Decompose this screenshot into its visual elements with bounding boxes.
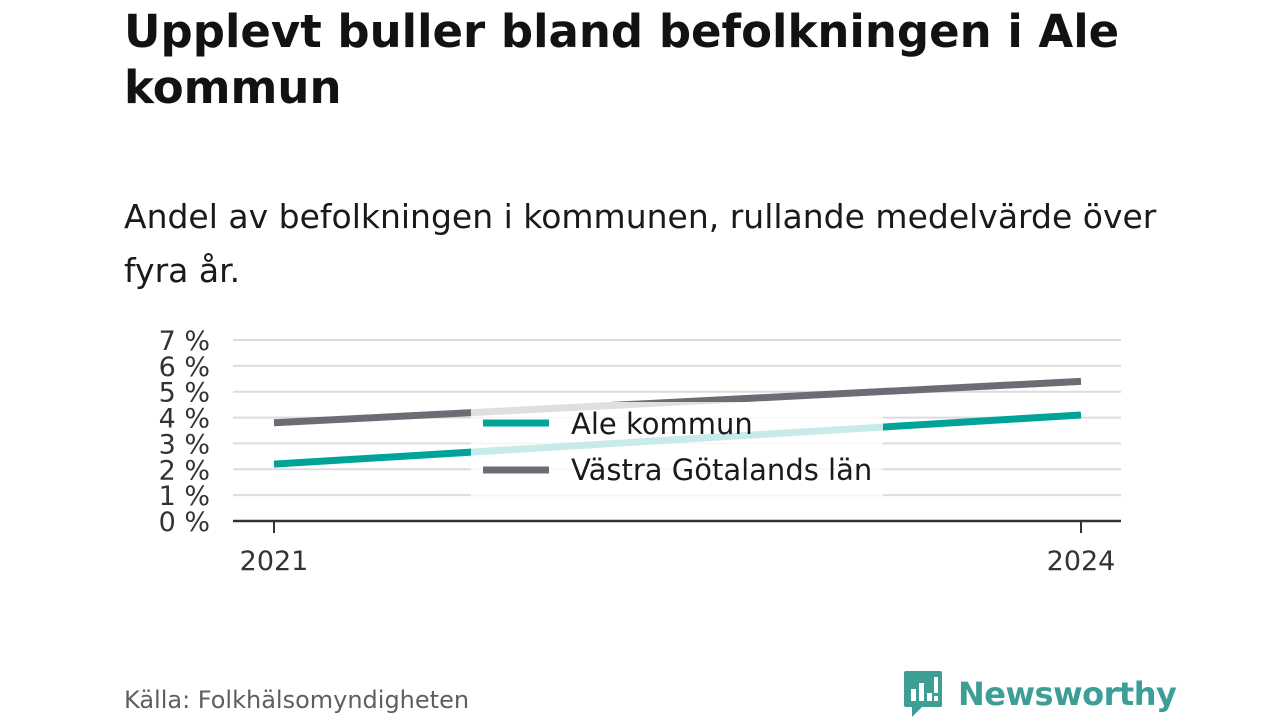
legend-background <box>471 402 883 496</box>
brand-name: Newsworthy <box>958 675 1177 713</box>
brand-logo: Newsworthy <box>902 668 1177 720</box>
y-tick-label: 5 % <box>159 378 210 409</box>
line-chart: 0 %1 %2 %3 %4 %5 %6 %7 % 2021 2024 Ale ko… <box>159 326 1121 577</box>
y-tick-label: 6 % <box>159 352 210 383</box>
legend-label-vgl: Västra Götalands län <box>571 453 872 487</box>
y-tick-label: 0 % <box>159 507 210 538</box>
y-tick-label: 3 % <box>159 429 210 460</box>
newsworthy-logo-icon <box>904 671 942 717</box>
y-axis-ticks: 0 %1 %2 %3 %4 %5 %6 %7 % <box>159 326 210 538</box>
x-axis-ticks: 2021 2024 <box>240 521 1116 577</box>
y-tick-label: 7 % <box>159 326 210 357</box>
chart-subtitle: Andel av befolkningen i kommunen, rullan… <box>124 197 1157 290</box>
y-tick-label: 4 % <box>159 404 210 435</box>
x-tick-label: 2021 <box>240 546 309 577</box>
chart-title: Upplevt buller bland befolkningen i Ale … <box>124 5 1120 114</box>
x-tick-label: 2024 <box>1047 546 1116 577</box>
legend-label-ale: Ale kommun <box>571 407 753 441</box>
source-note: Källa: Folkhälsomyndigheten <box>124 686 470 714</box>
y-tick-label: 2 % <box>159 455 210 486</box>
y-tick-label: 1 % <box>159 481 210 512</box>
legend: Ale kommun Västra Götalands län <box>471 402 883 496</box>
